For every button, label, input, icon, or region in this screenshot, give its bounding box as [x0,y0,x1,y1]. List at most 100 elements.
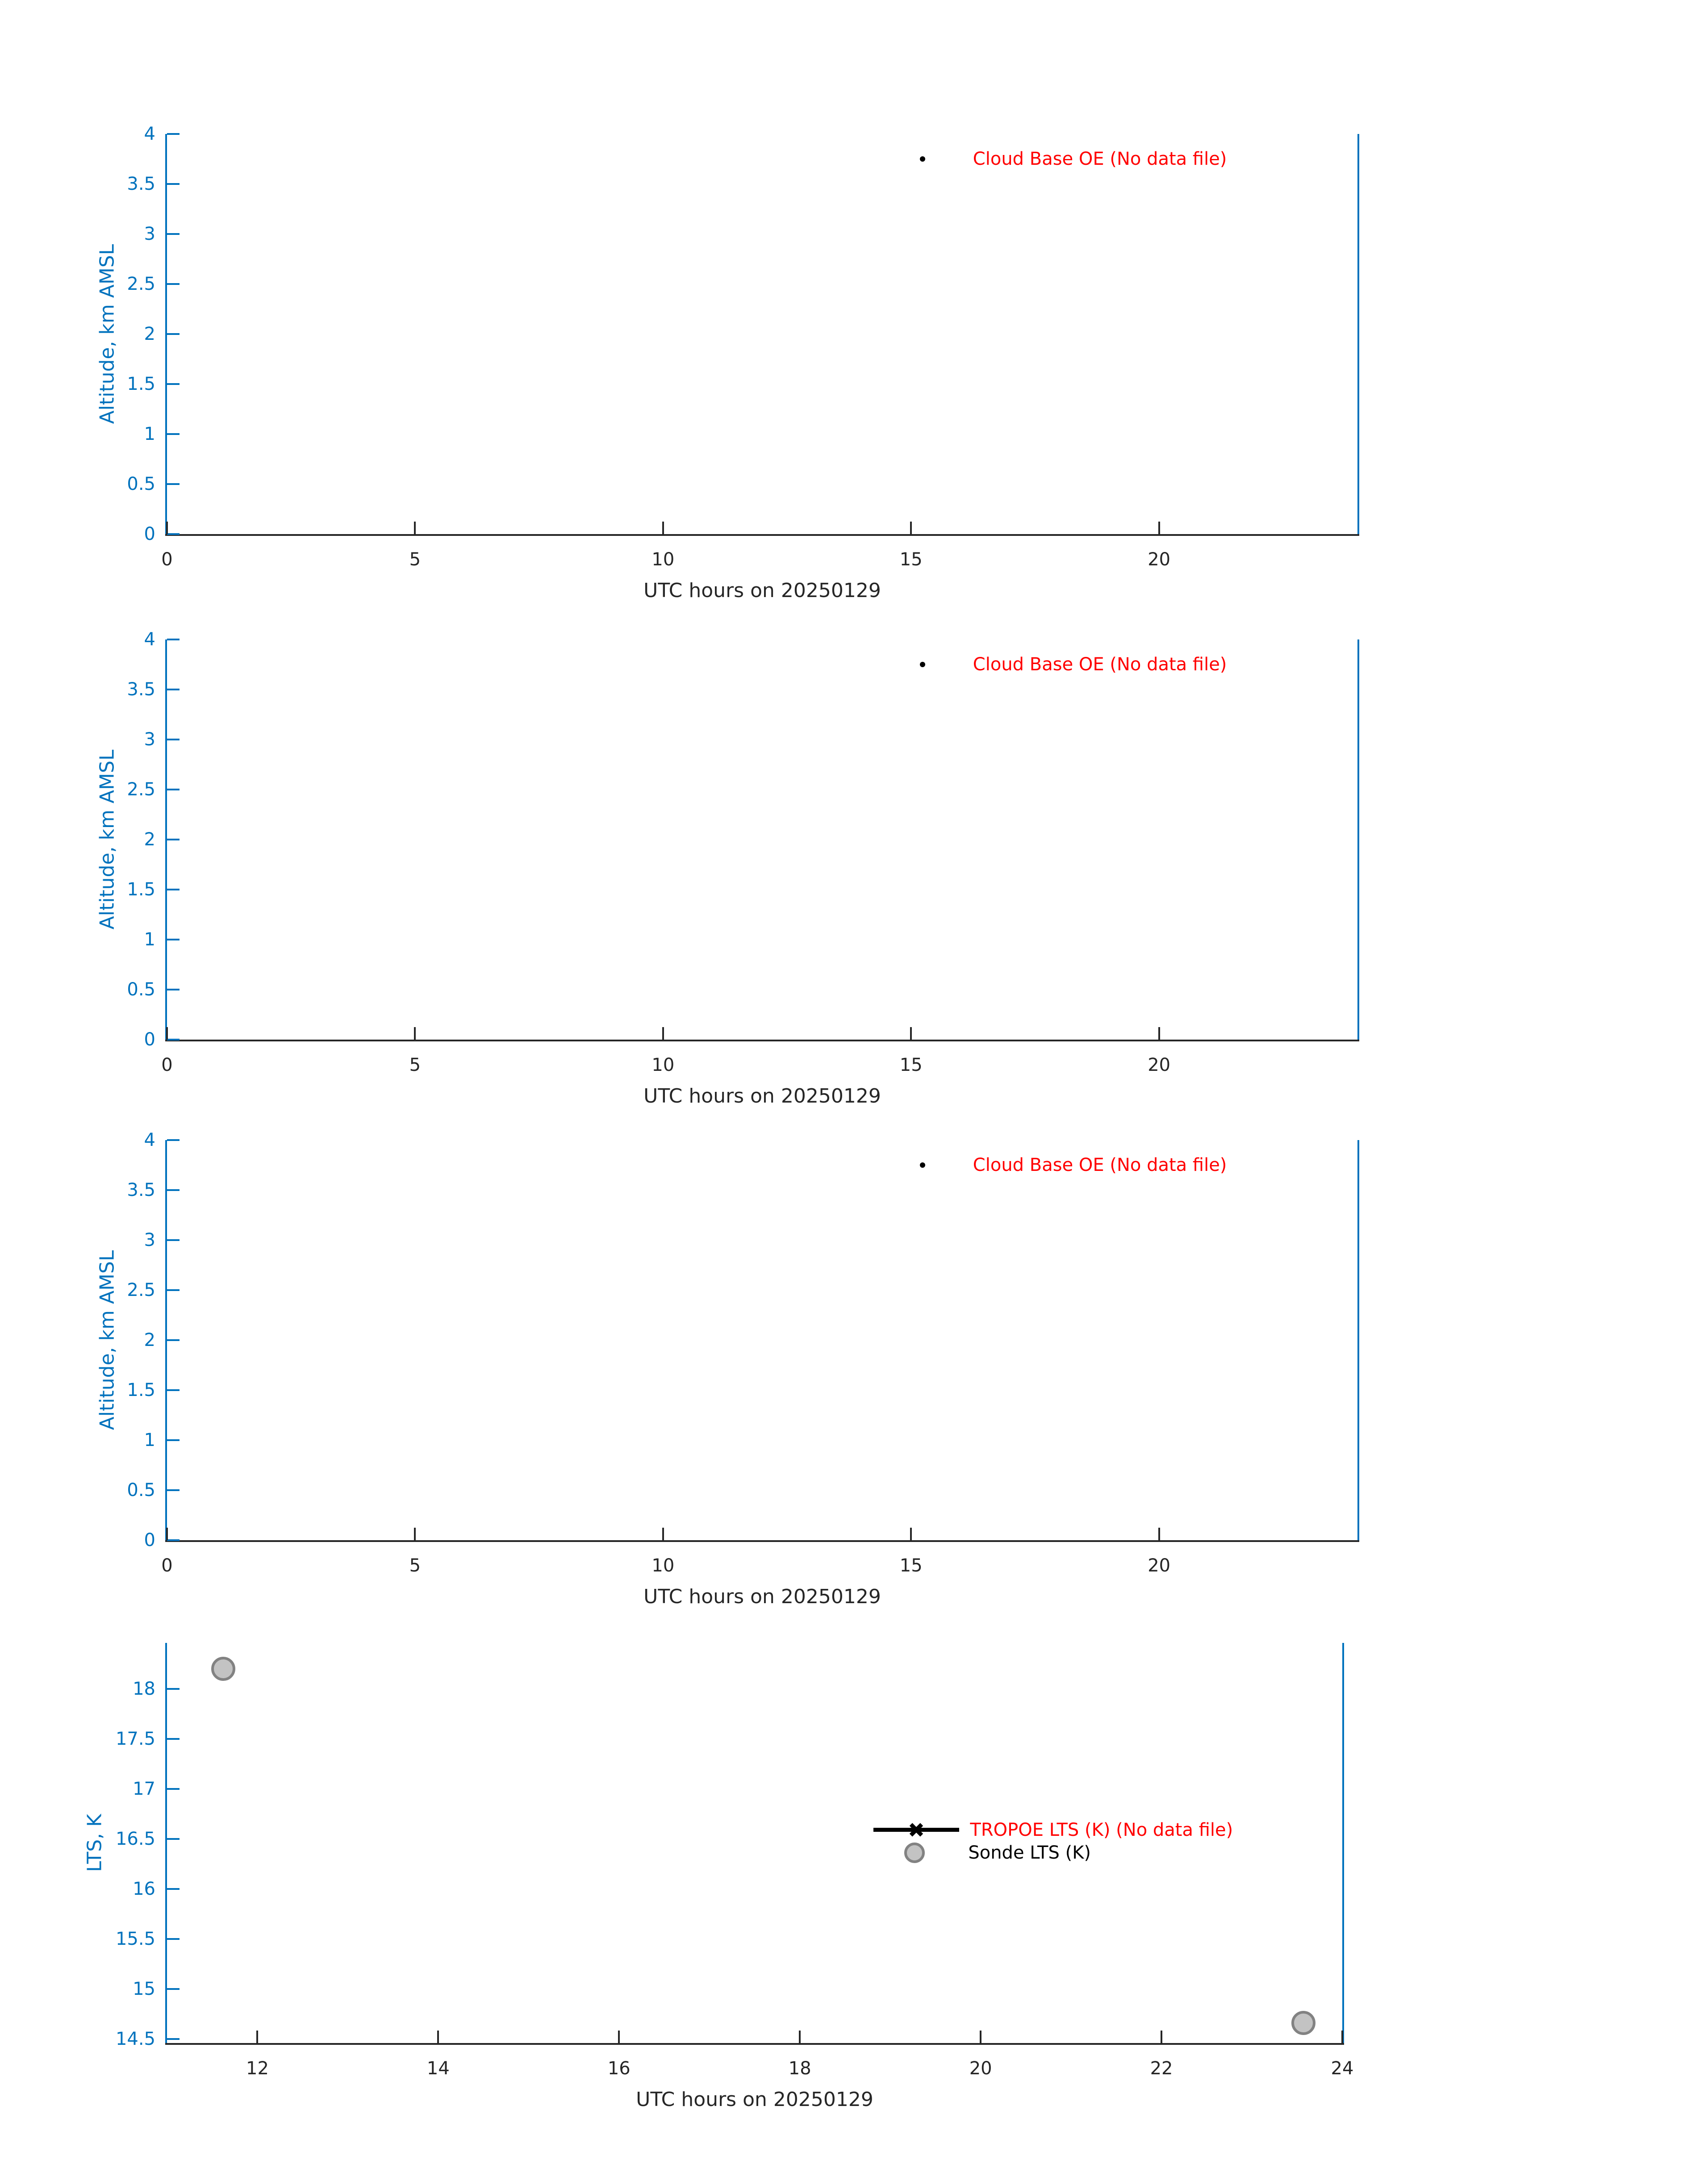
legend-label: Cloud Base OE (No data file) [973,149,1227,169]
y-tick-label: 3 [144,729,155,750]
x-tick [256,2031,259,2043]
y-tick-label: 1.5 [127,879,155,900]
y-tick-label: 15.5 [115,1929,155,1950]
y-tick [167,739,180,740]
y-axis-right-spine [1357,134,1359,536]
x-tick [166,1528,168,1540]
x-axis-label: UTC hours on 20250129 [643,579,881,602]
x-axis-bottom-spine [165,1040,1359,1041]
y-tick [167,483,180,485]
y-tick [167,133,180,135]
y-tick [167,433,180,435]
y-axis-label: LTS, K [83,1813,106,1872]
y-tick [167,183,180,185]
x-tick-label: 22 [1150,2058,1173,2079]
y-tick-label: 0 [144,524,155,544]
y-tick-label: 17.5 [115,1729,155,1750]
y-tick-label: 17 [133,1779,155,1800]
x-tick-label: 16 [607,2058,631,2079]
y-tick-label: 2.5 [127,779,155,800]
y-tick-label: 15 [133,1979,155,2000]
x-axis-bottom-spine [165,534,1359,536]
x-tick [166,522,168,534]
legend-label: Cloud Base OE (No data file) [973,654,1227,675]
legend-label: Cloud Base OE (No data file) [973,1155,1227,1175]
legend-label: Sonde LTS (K) [968,1843,1091,1864]
data-point-sonde-lts-k- [211,1657,235,1681]
x-tick-label: 20 [1148,1555,1171,1576]
x-tick-label: 0 [161,549,173,570]
y-tick-label: 4 [144,629,155,650]
y-tick [167,1189,180,1191]
y-tick [167,1289,180,1291]
y-axis-right-spine [1342,1643,1344,2045]
x-tick-label: 15 [899,1555,923,1576]
x-tick [1341,2031,1343,2043]
y-tick-label: 2 [144,829,155,850]
y-tick-label: 2.5 [127,274,155,294]
x-tick-label: 24 [1331,2058,1354,2079]
y-tick-label: 16.5 [115,1829,155,1850]
y-tick-label: 0.5 [127,979,155,1000]
y-tick [167,283,180,285]
y-tick-label: 4 [144,124,155,144]
y-tick [167,1788,180,1790]
y-tick [167,1888,180,1890]
x-tick [437,2031,439,2043]
x-tick-label: 14 [426,2058,450,2079]
y-tick-label: 18 [133,1679,155,1700]
y-axis-left-spine [165,639,167,1041]
legend-circle-icon [904,1843,925,1864]
y-tick-label: 1.5 [127,374,155,394]
y-axis-left-spine [165,1643,167,2045]
y-tick-label: 3 [144,1230,155,1250]
y-tick [167,533,180,535]
x-axis-bottom-spine [165,2043,1344,2045]
y-tick-label: 3.5 [127,1180,155,1200]
y-tick [167,1938,180,1940]
y-axis-left-spine [165,1140,167,1542]
y-tick-label: 3.5 [127,679,155,700]
y-tick-label: 3.5 [127,174,155,194]
y-tick-label: 14.5 [115,2029,155,2050]
y-tick [167,1688,180,1690]
y-tick-label: 0 [144,1029,155,1050]
y-tick-label: 16 [133,1879,155,1900]
y-tick [167,1339,180,1341]
y-tick-label: 0.5 [127,1480,155,1500]
y-tick [167,789,180,790]
y-tick [167,689,180,690]
x-tick-label: 5 [409,1555,421,1576]
y-tick [167,1988,180,1990]
y-tick [167,839,180,840]
y-tick-label: 4 [144,1130,155,1150]
y-tick-label: 0.5 [127,474,155,494]
y-tick [167,1039,180,1040]
y-axis-left-spine [165,134,167,536]
x-tick [414,522,416,534]
legend-dot-icon [919,1162,925,1168]
y-tick [167,1239,180,1241]
x-tick [1158,522,1160,534]
legend-dot-icon [919,662,925,667]
y-tick [167,989,180,990]
x-axis-label: UTC hours on 20250129 [643,1085,881,1107]
y-tick [167,1539,180,1541]
y-tick [167,1738,180,1740]
x-axis-label: UTC hours on 20250129 [643,1585,881,1608]
x-tick-label: 20 [969,2058,992,2079]
y-tick-label: 0 [144,1530,155,1550]
x-tick-label: 5 [409,1055,421,1075]
x-tick [662,1027,664,1040]
x-tick-label: 10 [651,1555,675,1576]
x-tick-label: 12 [246,2058,269,2079]
y-tick [167,1838,180,1840]
y-tick-label: 1.5 [127,1380,155,1400]
x-tick-label: 20 [1148,549,1171,570]
y-tick [167,333,180,335]
y-tick-label: 1 [144,929,155,950]
y-axis-right-spine [1357,1140,1359,1542]
